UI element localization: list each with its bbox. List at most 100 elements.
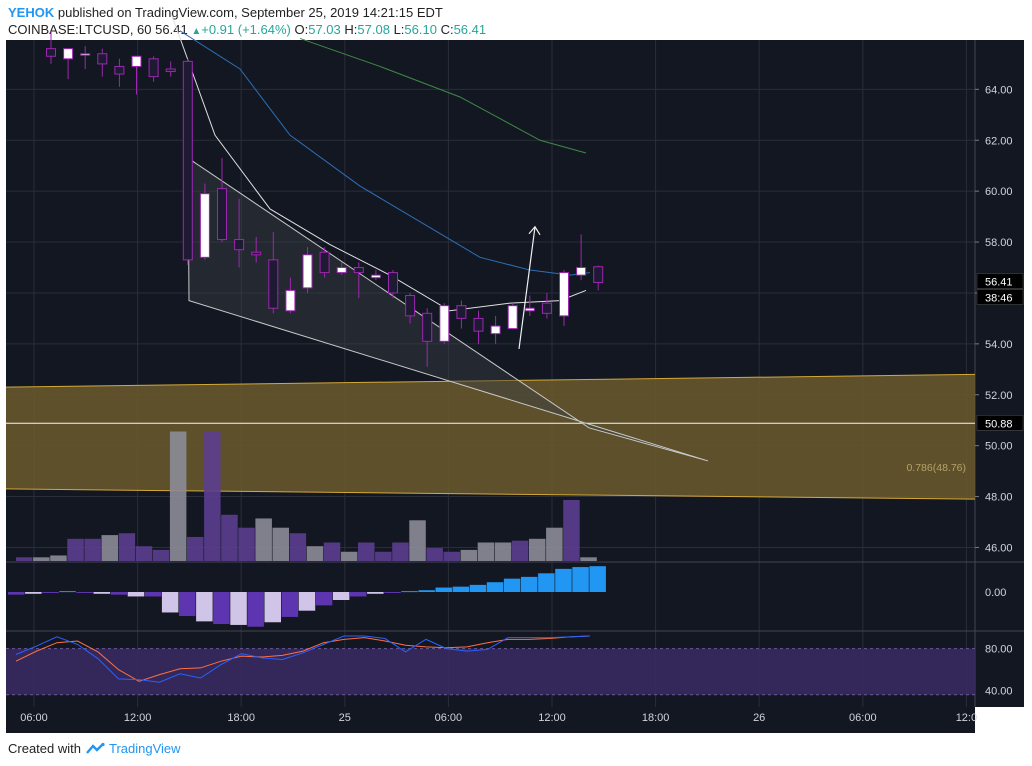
countdown-tag-box	[976, 289, 1024, 305]
macd-histogram-bar	[144, 592, 162, 597]
macd-pane	[8, 566, 606, 627]
volume-bar	[118, 533, 136, 561]
high-value: 57.08	[357, 22, 390, 37]
tradingview-logo-icon	[86, 742, 105, 754]
price-tick-label: 52.00	[985, 390, 1013, 402]
candle-body	[285, 289, 296, 312]
macd-histogram-bar	[264, 592, 281, 623]
macd-histogram-bar	[8, 592, 25, 595]
ohlc-legend: COINBASE:LTCUSD, 60 56.41 ▲+0.91 (+1.64%…	[8, 22, 486, 37]
volume-bar	[409, 520, 426, 561]
price-tick-label: 46.00	[985, 542, 1013, 554]
volume-bar	[289, 533, 307, 561]
candle-body	[405, 295, 416, 317]
macd-histogram-bar	[572, 567, 589, 592]
price-tick-label: 54.00	[985, 339, 1013, 351]
volume-bar	[511, 540, 529, 561]
open-value: 57.03	[308, 22, 341, 37]
countdown-tag: 38:46	[985, 293, 1013, 305]
volume-bar	[358, 542, 375, 561]
macd-histogram-bar	[452, 586, 470, 592]
level-tag-box	[976, 415, 1024, 431]
candle-body	[182, 60, 193, 261]
candle-body	[148, 58, 159, 78]
volume-bar	[50, 555, 67, 561]
volume-bars	[16, 431, 597, 561]
macd-histogram-bar	[350, 592, 367, 597]
macd-histogram-bar	[161, 592, 179, 613]
macd-histogram-bar	[25, 592, 42, 594]
axes: 64.0062.0060.0058.0056.0054.0052.0050.00…	[20, 84, 1024, 724]
arrow-shaft	[518, 226, 536, 350]
price-tick-label: 62.00	[985, 135, 1013, 147]
volume-bar	[67, 538, 84, 561]
zone-top-edge	[5, 373, 976, 388]
zone-fill	[6, 374, 975, 500]
candle-body	[353, 267, 364, 274]
candle-body	[268, 259, 279, 309]
low-label: L:	[393, 22, 405, 37]
volume-bar	[323, 542, 341, 561]
candle-body	[234, 239, 245, 251]
created-with-text: Created with	[8, 741, 81, 756]
macd-histogram-bar	[435, 587, 452, 592]
rsi-band	[6, 648, 975, 695]
candle-body	[199, 193, 210, 258]
volume-bar	[529, 538, 546, 561]
volume-bar	[221, 514, 238, 561]
volume-bar	[152, 549, 170, 561]
time-tick-label: 12:00	[124, 712, 152, 724]
volume-bar	[84, 538, 101, 561]
footer: Created with TradingView	[8, 741, 181, 756]
fib-label: 0.786(48.76)	[906, 462, 966, 474]
macd-histogram-bar	[247, 592, 264, 627]
ma-line-mid	[179, 30, 591, 276]
author-name[interactable]: YEHOK	[8, 5, 55, 20]
close-value: 56.41	[453, 22, 487, 37]
volume-bar	[16, 557, 33, 561]
price-tick-label: 58.00	[985, 237, 1013, 249]
candle-body	[80, 53, 91, 56]
rsi-pane	[6, 635, 975, 696]
macd-histogram-bar	[521, 576, 538, 592]
time-tick-label: 18:00	[227, 712, 255, 724]
last-price-tag: 56.41	[985, 277, 1013, 289]
candle-body	[439, 305, 450, 342]
volume-bar	[187, 536, 204, 561]
volume-bar	[255, 518, 272, 561]
open-label: O:	[294, 22, 309, 37]
price-tick-label: 60.00	[985, 186, 1013, 198]
volume-bar	[306, 546, 324, 561]
tradingview-brand[interactable]: TradingView	[108, 741, 181, 756]
time-tick-label: 25	[339, 712, 351, 724]
macd-histogram-bar	[555, 568, 572, 592]
chart-area[interactable]: 0.786(48.76) 64.0062.0060.0058.0056.0054…	[0, 0, 1032, 736]
candle-body	[46, 48, 56, 57]
candle-body	[524, 307, 535, 312]
macd-histogram-bar	[42, 592, 59, 593]
rsi-tick-label: 80.00	[985, 644, 1013, 656]
time-tick-label: 18:00	[642, 712, 670, 724]
volume-bar	[392, 542, 409, 561]
macd-histogram-bar	[110, 592, 128, 595]
volume-bar	[460, 549, 478, 561]
price-axis-background	[975, 40, 1024, 707]
time-tick-label: 26	[753, 712, 765, 724]
time-tick-label: 06:00	[849, 712, 877, 724]
price-tick-label: 50.00	[985, 441, 1013, 453]
zone-bottom-edge	[5, 488, 976, 500]
volume-bar	[340, 551, 358, 561]
volume-bar	[494, 542, 512, 561]
time-axis-background	[6, 707, 975, 733]
macd-histogram-bar	[230, 592, 247, 625]
ma-line-slow	[299, 37, 587, 154]
macd-histogram-bar	[298, 592, 316, 611]
high-label: H:	[344, 22, 358, 37]
volume-bar	[426, 548, 443, 561]
candle-body	[319, 251, 330, 274]
candle-body	[456, 305, 467, 319]
macd-histogram-bar	[384, 592, 401, 593]
candle-body	[490, 325, 501, 335]
volume-bar	[563, 499, 580, 561]
time-tick-label: 06:00	[20, 712, 48, 724]
